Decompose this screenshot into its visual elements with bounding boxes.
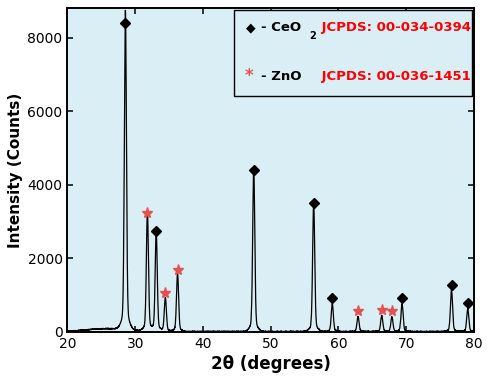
Y-axis label: Intensity (Counts): Intensity (Counts) <box>8 92 24 248</box>
Text: - CeO: - CeO <box>261 21 300 34</box>
Text: ◆: ◆ <box>246 21 255 34</box>
X-axis label: 2θ (degrees): 2θ (degrees) <box>211 355 330 373</box>
Text: JCPDS: 00-034-0394: JCPDS: 00-034-0394 <box>317 21 471 34</box>
FancyBboxPatch shape <box>234 10 472 96</box>
Text: *: * <box>244 67 253 85</box>
Text: 2: 2 <box>309 31 316 41</box>
Text: - ZnO: - ZnO <box>261 70 301 83</box>
Text: JCPDS: 00-036-1451: JCPDS: 00-036-1451 <box>317 70 471 83</box>
